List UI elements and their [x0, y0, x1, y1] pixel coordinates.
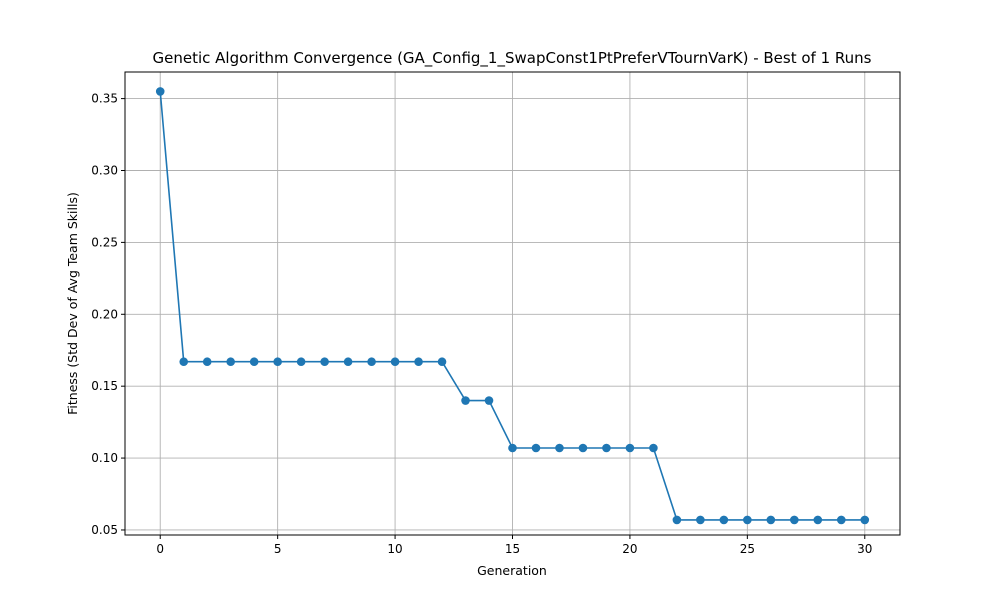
- data-point-marker: [555, 443, 564, 453]
- data-point-marker: [226, 357, 235, 367]
- y-tick-label: 0.35: [91, 92, 118, 106]
- x-tick-label: 25: [740, 542, 755, 556]
- x-tick-label: 5: [274, 542, 282, 556]
- x-tick-label: 15: [505, 542, 520, 556]
- data-point-marker: [836, 515, 846, 525]
- data-point-marker: [249, 357, 259, 367]
- data-point-marker: [813, 515, 823, 525]
- data-point-marker: [508, 443, 517, 453]
- y-tick-label: 0.30: [91, 163, 118, 177]
- data-point-marker: [437, 357, 447, 367]
- data-point-marker: [414, 357, 423, 367]
- data-point-marker: [719, 515, 729, 525]
- y-tick-label: 0.25: [91, 235, 118, 249]
- data-point-marker: [155, 87, 165, 96]
- data-point-marker: [790, 515, 799, 525]
- x-tick-label: 0: [156, 542, 164, 556]
- data-point-marker: [578, 443, 588, 453]
- grid-lines: [125, 72, 900, 535]
- y-tick-label: 0.15: [91, 379, 118, 393]
- x-tick-label: 30: [857, 542, 872, 556]
- data-point-marker: [461, 396, 470, 405]
- x-tick-label: 10: [387, 542, 402, 556]
- data-point-marker: [649, 443, 658, 453]
- data-point-marker: [672, 515, 682, 525]
- data-point-marker: [320, 357, 329, 367]
- data-point-marker: [273, 357, 282, 367]
- x-axis-label: Generation: [477, 563, 547, 578]
- chart-title: Genetic Algorithm Convergence (GA_Config…: [153, 49, 872, 68]
- data-point-marker: [202, 357, 212, 367]
- plot-area-frame: [124, 71, 901, 536]
- y-tick-label: 0.05: [91, 523, 118, 537]
- series-fitness: [155, 87, 870, 525]
- data-point-marker: [484, 396, 494, 405]
- data-point-marker: [602, 443, 611, 453]
- data-point-marker: [766, 515, 776, 525]
- data-point-marker: [390, 357, 400, 367]
- y-axis-label: Fitness (Std Dev of Avg Team Skills): [65, 192, 80, 415]
- data-point-marker: [860, 515, 870, 525]
- data-point-marker: [696, 515, 705, 525]
- y-tick-label: 0.10: [91, 451, 118, 465]
- data-point-marker: [343, 357, 353, 367]
- y-tick-label: 0.20: [91, 307, 118, 321]
- axis-ticks: 0 5 10 15 20 25 30 0.05 0.10 0.15 0.20 0.25 0.30 0.35: [91, 92, 872, 556]
- data-point-marker: [743, 515, 752, 525]
- data-point-marker: [367, 357, 376, 367]
- x-tick-label: 20: [622, 542, 637, 556]
- data-point-marker: [531, 443, 541, 453]
- data-point-marker: [179, 357, 189, 367]
- data-point-marker: [296, 357, 306, 367]
- data-point-marker: [625, 443, 635, 453]
